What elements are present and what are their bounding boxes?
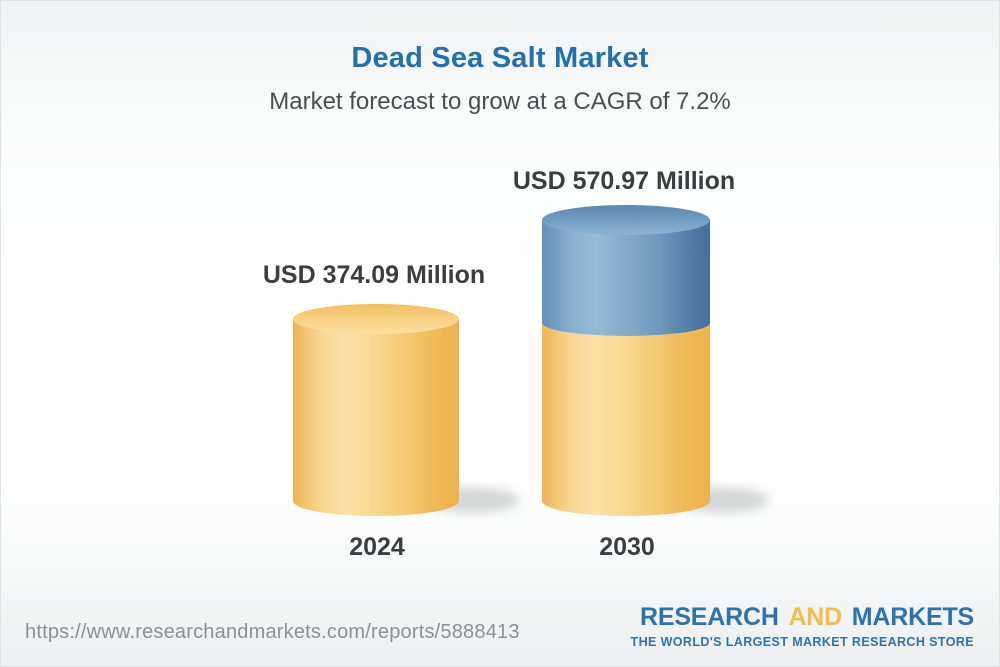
chart-title: Dead Sea Salt Market bbox=[351, 42, 649, 74]
logo-wordmark: RESEARCH AND MARKETS bbox=[631, 603, 974, 632]
logo-word-research: RESEARCH bbox=[640, 603, 779, 631]
research-and-markets-logo: RESEARCH AND MARKETS THE WORLD'S LARGEST… bbox=[630, 603, 975, 649]
logo-word-markets: MARKETS bbox=[851, 603, 974, 631]
chart-subtitle: Market forecast to grow at a CAGR of 7.2… bbox=[269, 88, 731, 115]
cylinder-2030-base-segment bbox=[542, 323, 710, 516]
category-label-2030: 2030 bbox=[599, 533, 655, 561]
logo-word-and: AND bbox=[788, 603, 843, 631]
logo-tagline: THE WORLD'S LARGEST MARKET RESEARCH STOR… bbox=[630, 635, 974, 649]
cylinder-2024 bbox=[293, 304, 459, 516]
category-label-2024: 2024 bbox=[349, 533, 405, 561]
report-url: https://www.researchandmarkets.com/repor… bbox=[25, 621, 520, 643]
cylinder-2030-growth-segment bbox=[542, 220, 710, 336]
value-label-2030: USD 570.97 Million bbox=[512, 167, 736, 195]
cylinder-2030 bbox=[542, 205, 710, 516]
value-label-2024: USD 374.09 Million bbox=[262, 261, 486, 289]
